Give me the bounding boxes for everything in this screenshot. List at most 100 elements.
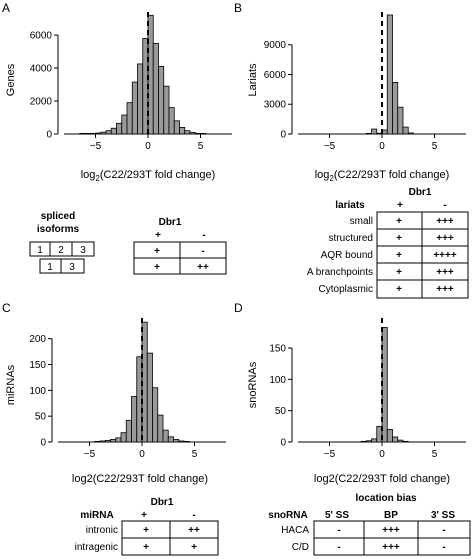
table-c-title: miRNA [80, 510, 113, 521]
bar-c [131, 396, 138, 443]
bar-a [189, 131, 196, 135]
table-b: Dbr1 lariats + - small + +++ structured … [307, 187, 469, 299]
isoform1-box [29, 241, 95, 257]
bar-b [371, 128, 378, 135]
table-a-col-plus: + [155, 230, 161, 241]
table-c-col-plus: + [141, 510, 147, 521]
table-a-header-line1: spliced [41, 211, 75, 222]
bar-a [137, 63, 144, 135]
y-tick-label-b: 9000 [264, 40, 287, 51]
table-c-group: Dbr1 [151, 497, 174, 508]
bar-a [79, 132, 86, 135]
bar-d [402, 440, 409, 443]
isoform2-exon3: 3 [69, 262, 75, 273]
bar-a [100, 131, 107, 135]
bar-b [402, 126, 409, 135]
table-d-row-label: C/D [292, 542, 309, 553]
table-d-row-value: +++ [382, 542, 400, 553]
bar-a [163, 85, 170, 135]
table-d-row-value: +++ [382, 525, 400, 536]
bar-c [178, 440, 185, 443]
bar-a [105, 130, 112, 135]
x-axis-title-b: log2(C22/293T fold change) [315, 169, 450, 183]
table-a-cell-1-2: - [201, 246, 204, 257]
x-tick-label-d: 0 [379, 449, 385, 460]
isoform1-exon3: 3 [80, 245, 86, 256]
x-tick-label-b: 5 [432, 141, 438, 152]
table-a-cell-2-2: ++ [197, 262, 209, 273]
table-c-col-minus: - [192, 510, 195, 521]
y-axis-title-d: snoRNAs [247, 361, 259, 408]
y-tick-label-c: 200 [29, 334, 46, 345]
bar-a [168, 107, 175, 135]
table-d-col-bp: BP [384, 510, 398, 521]
bar-a [121, 114, 128, 135]
bar-d [392, 436, 399, 443]
x-tick-label-d: 5 [432, 449, 438, 460]
table-d-row-value: - [337, 542, 340, 553]
table-a-cell-1-1: + [154, 246, 160, 257]
isoform2-exon1: 1 [47, 262, 53, 273]
table-d-title: snoRNA [268, 510, 307, 521]
table-b-row-value: + [396, 250, 402, 261]
table-b-row-label: Cytoplasmic [319, 284, 373, 295]
x-tick-label-d: −5 [324, 449, 336, 460]
table-d-col-3ss: 3' SS [431, 510, 455, 521]
bar-b [392, 82, 399, 135]
table-b-row-value: + [396, 233, 402, 244]
bar-a [84, 132, 91, 135]
bar-a [184, 130, 191, 135]
x-tick-label-a: −5 [90, 141, 102, 152]
table-b-col-minus: - [443, 200, 446, 211]
x-tick-label-b: 0 [379, 141, 385, 152]
bar-a [152, 42, 159, 135]
isoform1-exon1: 1 [37, 245, 43, 256]
bar-d [365, 440, 372, 443]
bar-c [152, 387, 159, 443]
y-tick-label-c: 0 [40, 438, 46, 449]
bar-d [371, 438, 378, 443]
bar-b [365, 132, 372, 135]
y-tick-label-a: 2000 [30, 97, 53, 108]
bar-a [95, 132, 102, 135]
table-a-cell-2-1: + [154, 262, 160, 273]
table-b-group: Dbr1 [409, 187, 432, 198]
bar-d [386, 429, 393, 443]
bar-d [397, 439, 404, 443]
table-d-group: location bias [355, 493, 417, 504]
bar-c [125, 419, 132, 443]
bar-b [386, 14, 393, 135]
y-tick-label-a: 4000 [30, 64, 53, 75]
panel-letter-b: B [234, 1, 242, 15]
bar-a [126, 102, 133, 135]
table-c-row-value: + [191, 542, 197, 553]
y-tick-label-b: 6000 [264, 70, 287, 81]
y-tick-label-d: 100 [269, 375, 286, 386]
histogram-b: −5 0 5 0 3000 6000 9000 [264, 12, 466, 152]
x-tick-label-c: 0 [139, 449, 145, 460]
table-b-row-value: + [396, 216, 402, 227]
bar-c [183, 440, 190, 443]
table-c-row-label: intragenic [75, 542, 118, 553]
table-b-title: lariats [335, 200, 365, 211]
table-b-row-value: +++ [436, 284, 454, 295]
y-tick-label-c: 50 [35, 412, 47, 423]
y-tick-label-b: 0 [280, 130, 286, 141]
y-tick-label-c: 150 [29, 360, 46, 371]
table-d-row-value: - [442, 542, 445, 553]
table-d: location bias snoRNA 5' SS BP 3' SS HACA… [268, 493, 471, 556]
bar-a [116, 122, 123, 135]
bar-a [200, 132, 207, 135]
bar-a [173, 120, 180, 135]
table-b-row-value: ++++ [433, 250, 457, 261]
bar-c [104, 440, 111, 443]
histogram-a: −5 0 5 0 2000 4000 6000 [30, 12, 232, 152]
bar-a [179, 127, 186, 135]
bar-a [89, 132, 96, 135]
bar-c [94, 440, 101, 443]
bar-a [110, 127, 117, 135]
bar-c [162, 429, 169, 443]
table-a-col-minus: - [202, 230, 205, 241]
